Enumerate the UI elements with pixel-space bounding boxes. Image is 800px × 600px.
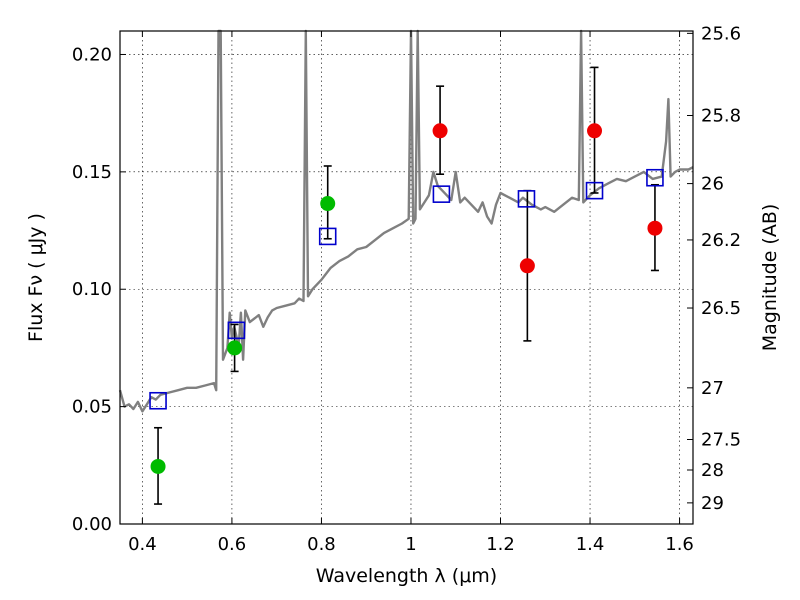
y-tick-label: 0.00 [72, 514, 112, 535]
right-tick-label: 26.5 [701, 298, 741, 319]
sed-model-curve [118, 29, 694, 413]
x-tick-label: 1.6 [665, 534, 694, 555]
green-data-point [227, 340, 243, 356]
right-tick-label: 25.8 [701, 106, 741, 127]
x-tick-label: 0.6 [218, 534, 247, 555]
x-tick-label: 1.4 [576, 534, 605, 555]
model-flux-box [149, 391, 167, 410]
model-flux-box [318, 227, 337, 246]
photometry-points [149, 66, 664, 505]
grid [120, 31, 693, 525]
right-tick-label: 26.2 [701, 230, 741, 251]
x-tick-label: 1 [405, 534, 416, 555]
y-tick-label: 0.10 [72, 279, 112, 300]
right-y-axis-label: Magnitude (AB) [759, 204, 781, 352]
red-data-point [587, 123, 603, 139]
x-axis-label: Wavelength λ (μm) [316, 565, 497, 587]
green-data-point [320, 196, 336, 212]
red-data-point [647, 220, 663, 236]
model-flux-box [646, 168, 664, 187]
right-tick-label: 26 [701, 174, 724, 195]
sed-line [118, 29, 694, 413]
plot-frame [119, 30, 694, 525]
model-flux-box [517, 190, 536, 208]
red-data-point [432, 123, 448, 139]
green-data-point [150, 458, 166, 474]
axis-ticks: 0.4 0.6 0.8 1 1.2 1.4 1.6 0.00 0.05 0.10 0.15 0.20 2… [72, 23, 741, 555]
model-flux-box [432, 185, 451, 203]
y-axis-label: Flux Fν ( μJy ) [25, 213, 47, 342]
x-tick-label: 0.4 [128, 534, 157, 555]
right-tick-label: 27.5 [701, 429, 741, 450]
x-tick-label: 0.8 [307, 534, 336, 555]
right-tick-label: 27 [701, 378, 724, 399]
x-tick-label: 1.2 [486, 534, 515, 555]
y-tick-label: 0.20 [72, 44, 112, 65]
model-flux-box [585, 181, 604, 200]
red-data-point [519, 258, 535, 274]
y-tick-label: 0.15 [72, 162, 112, 183]
y-tick-label: 0.05 [72, 397, 112, 418]
right-tick-label: 25.6 [701, 23, 741, 44]
right-tick-label: 28 [701, 460, 724, 481]
model-flux-box [227, 321, 246, 340]
right-tick-label: 29 [701, 493, 724, 514]
